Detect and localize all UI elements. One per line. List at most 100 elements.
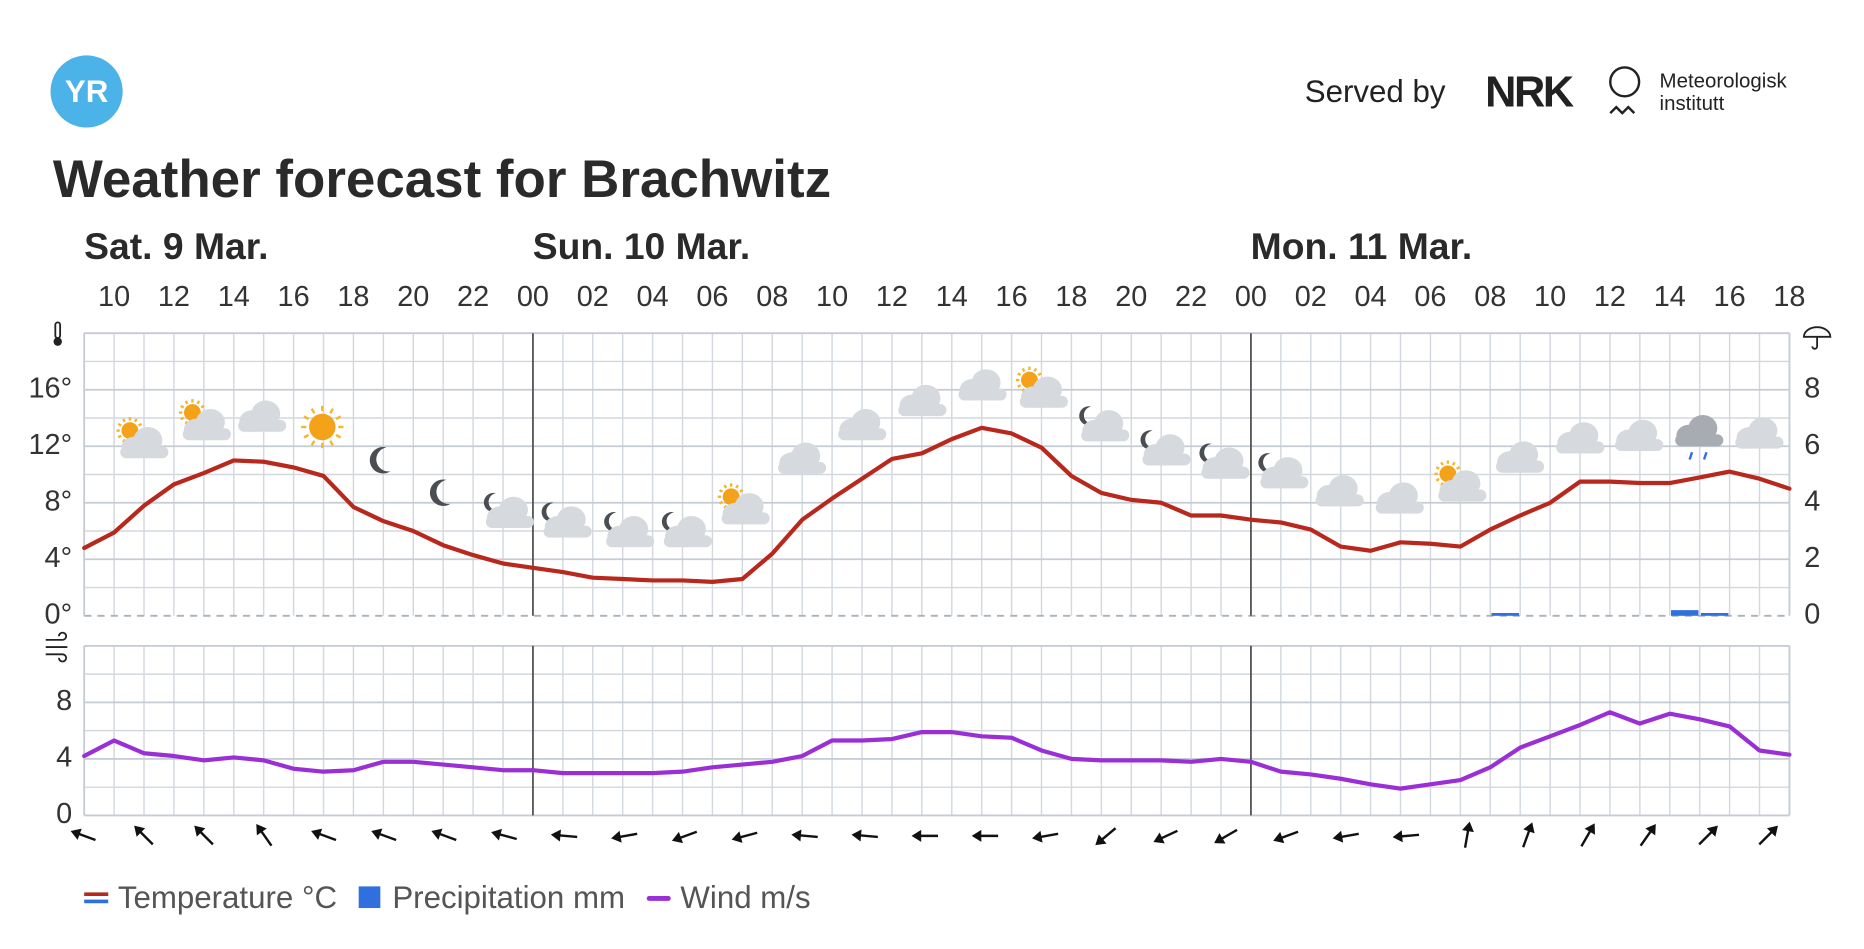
wind-arrow [491, 828, 518, 841]
cloud-part [1081, 429, 1130, 442]
x-tick-label: 02 [1295, 281, 1327, 313]
sun-ray [1451, 461, 1456, 466]
logo-circle [50, 55, 123, 128]
weather-symbol [238, 400, 287, 432]
wind-arrow-head [731, 831, 743, 843]
cloud-part [1019, 395, 1068, 408]
cloud-part [120, 446, 169, 459]
weather-symbol [429, 479, 451, 506]
x-tick-label: 10 [98, 281, 130, 313]
x-tick-label: 20 [397, 281, 429, 313]
wind-arrow-head [70, 828, 82, 840]
wind-arrow-head [1392, 830, 1403, 843]
legend-label: Precipitation mm [392, 880, 625, 915]
weather-symbol [1375, 482, 1424, 514]
sun-ray [200, 404, 205, 409]
cloud-part [1315, 494, 1364, 507]
x-tick-label: 10 [1534, 281, 1566, 313]
sun-disc [722, 488, 740, 506]
cloud-part [898, 404, 947, 417]
sun-ray [718, 500, 724, 505]
x-tick-label: 12 [1594, 281, 1626, 313]
wind-arrow [971, 829, 999, 842]
weather-symbol [1140, 430, 1191, 466]
day-label: Mon. 11 Mar. [1251, 225, 1473, 267]
weather-symbol [898, 384, 947, 417]
wind-arrow-head [311, 828, 323, 840]
cloud-part [606, 535, 655, 548]
wind-arrow-head [1462, 821, 1474, 833]
cloud-part [958, 388, 1007, 401]
legend-label: Wind m/s [680, 880, 810, 915]
sun-ray [739, 488, 744, 493]
legend-swatch [84, 892, 109, 897]
sun-ray [1456, 466, 1461, 470]
cloud-part [1496, 460, 1545, 473]
sun-ray [1435, 466, 1440, 470]
legend-label: Temperature °C [118, 880, 337, 915]
wind-arrow-head [1645, 824, 1656, 836]
weather-symbol [1496, 441, 1545, 473]
weather-symbol [178, 399, 231, 441]
weather-symbol [483, 492, 534, 529]
wind-arrow-head [1095, 834, 1107, 846]
y2-tick-label: 6 [1804, 429, 1820, 461]
day-label: Sun. 10 Mar. [533, 225, 750, 267]
chart-title: Weather forecast for Brachwitz [53, 150, 831, 209]
x-tick-label: 02 [577, 281, 609, 313]
y2-tick-label: 8 [1804, 372, 1820, 404]
wind-arrow [1332, 830, 1359, 843]
wind-arrow [1095, 827, 1117, 846]
x-tick-label: 22 [457, 281, 489, 313]
cloud-part [1615, 439, 1664, 452]
weather-symbol [604, 512, 655, 548]
sun-ray [735, 484, 739, 489]
weather-symbol [778, 442, 827, 474]
wind-arrow [1214, 828, 1238, 844]
wind-arrow [371, 828, 397, 842]
sun-ray [196, 400, 201, 405]
y-tick-label: 16° [28, 372, 72, 404]
wind-arrow-head [1153, 832, 1165, 844]
sun-disc [309, 413, 336, 441]
precipitation-bar [1491, 612, 1519, 616]
precipitation-bar [1670, 610, 1699, 616]
weather-symbol [1258, 453, 1309, 489]
cloud-part [1375, 501, 1424, 514]
sun-ray [1021, 367, 1026, 372]
wind-arrow-head [491, 828, 502, 841]
wind-arrow [1698, 825, 1718, 846]
cloud-part [838, 428, 887, 441]
wind-arrow [851, 829, 878, 842]
x-tick-label: 12 [158, 281, 190, 313]
logo: YR [65, 74, 108, 109]
wind-arrow-head [1706, 825, 1718, 837]
sun-ray [310, 408, 316, 414]
cloud-part [543, 525, 592, 538]
cloud-part [1556, 441, 1605, 454]
x-tick-label: 06 [1414, 281, 1446, 313]
wind-arrow-head [256, 824, 267, 836]
wind-arrow [911, 829, 939, 842]
cloud-part [238, 419, 287, 432]
weather-symbol [1199, 443, 1250, 479]
wind-arrow-head [1032, 830, 1043, 843]
y-tick-label: 0° [45, 598, 73, 630]
sun-ray [1017, 384, 1022, 388]
met-name: institutt [1660, 92, 1725, 115]
x-tick-label: 08 [1474, 281, 1506, 313]
wind-arrow [611, 830, 638, 843]
sun-ray [303, 433, 310, 439]
weather-symbol [1079, 406, 1130, 442]
y-tick-label: 0 [56, 798, 72, 830]
wind-arrow [1153, 829, 1178, 844]
y-tick-label: 8° [45, 485, 73, 517]
cloud-part [1201, 466, 1250, 479]
legend-swatch [646, 896, 671, 901]
moon [661, 512, 677, 532]
x-tick-label: 04 [637, 281, 669, 313]
sun-ray [133, 418, 138, 423]
sun-disc [121, 422, 139, 440]
x-tick-label: 16 [996, 281, 1028, 313]
